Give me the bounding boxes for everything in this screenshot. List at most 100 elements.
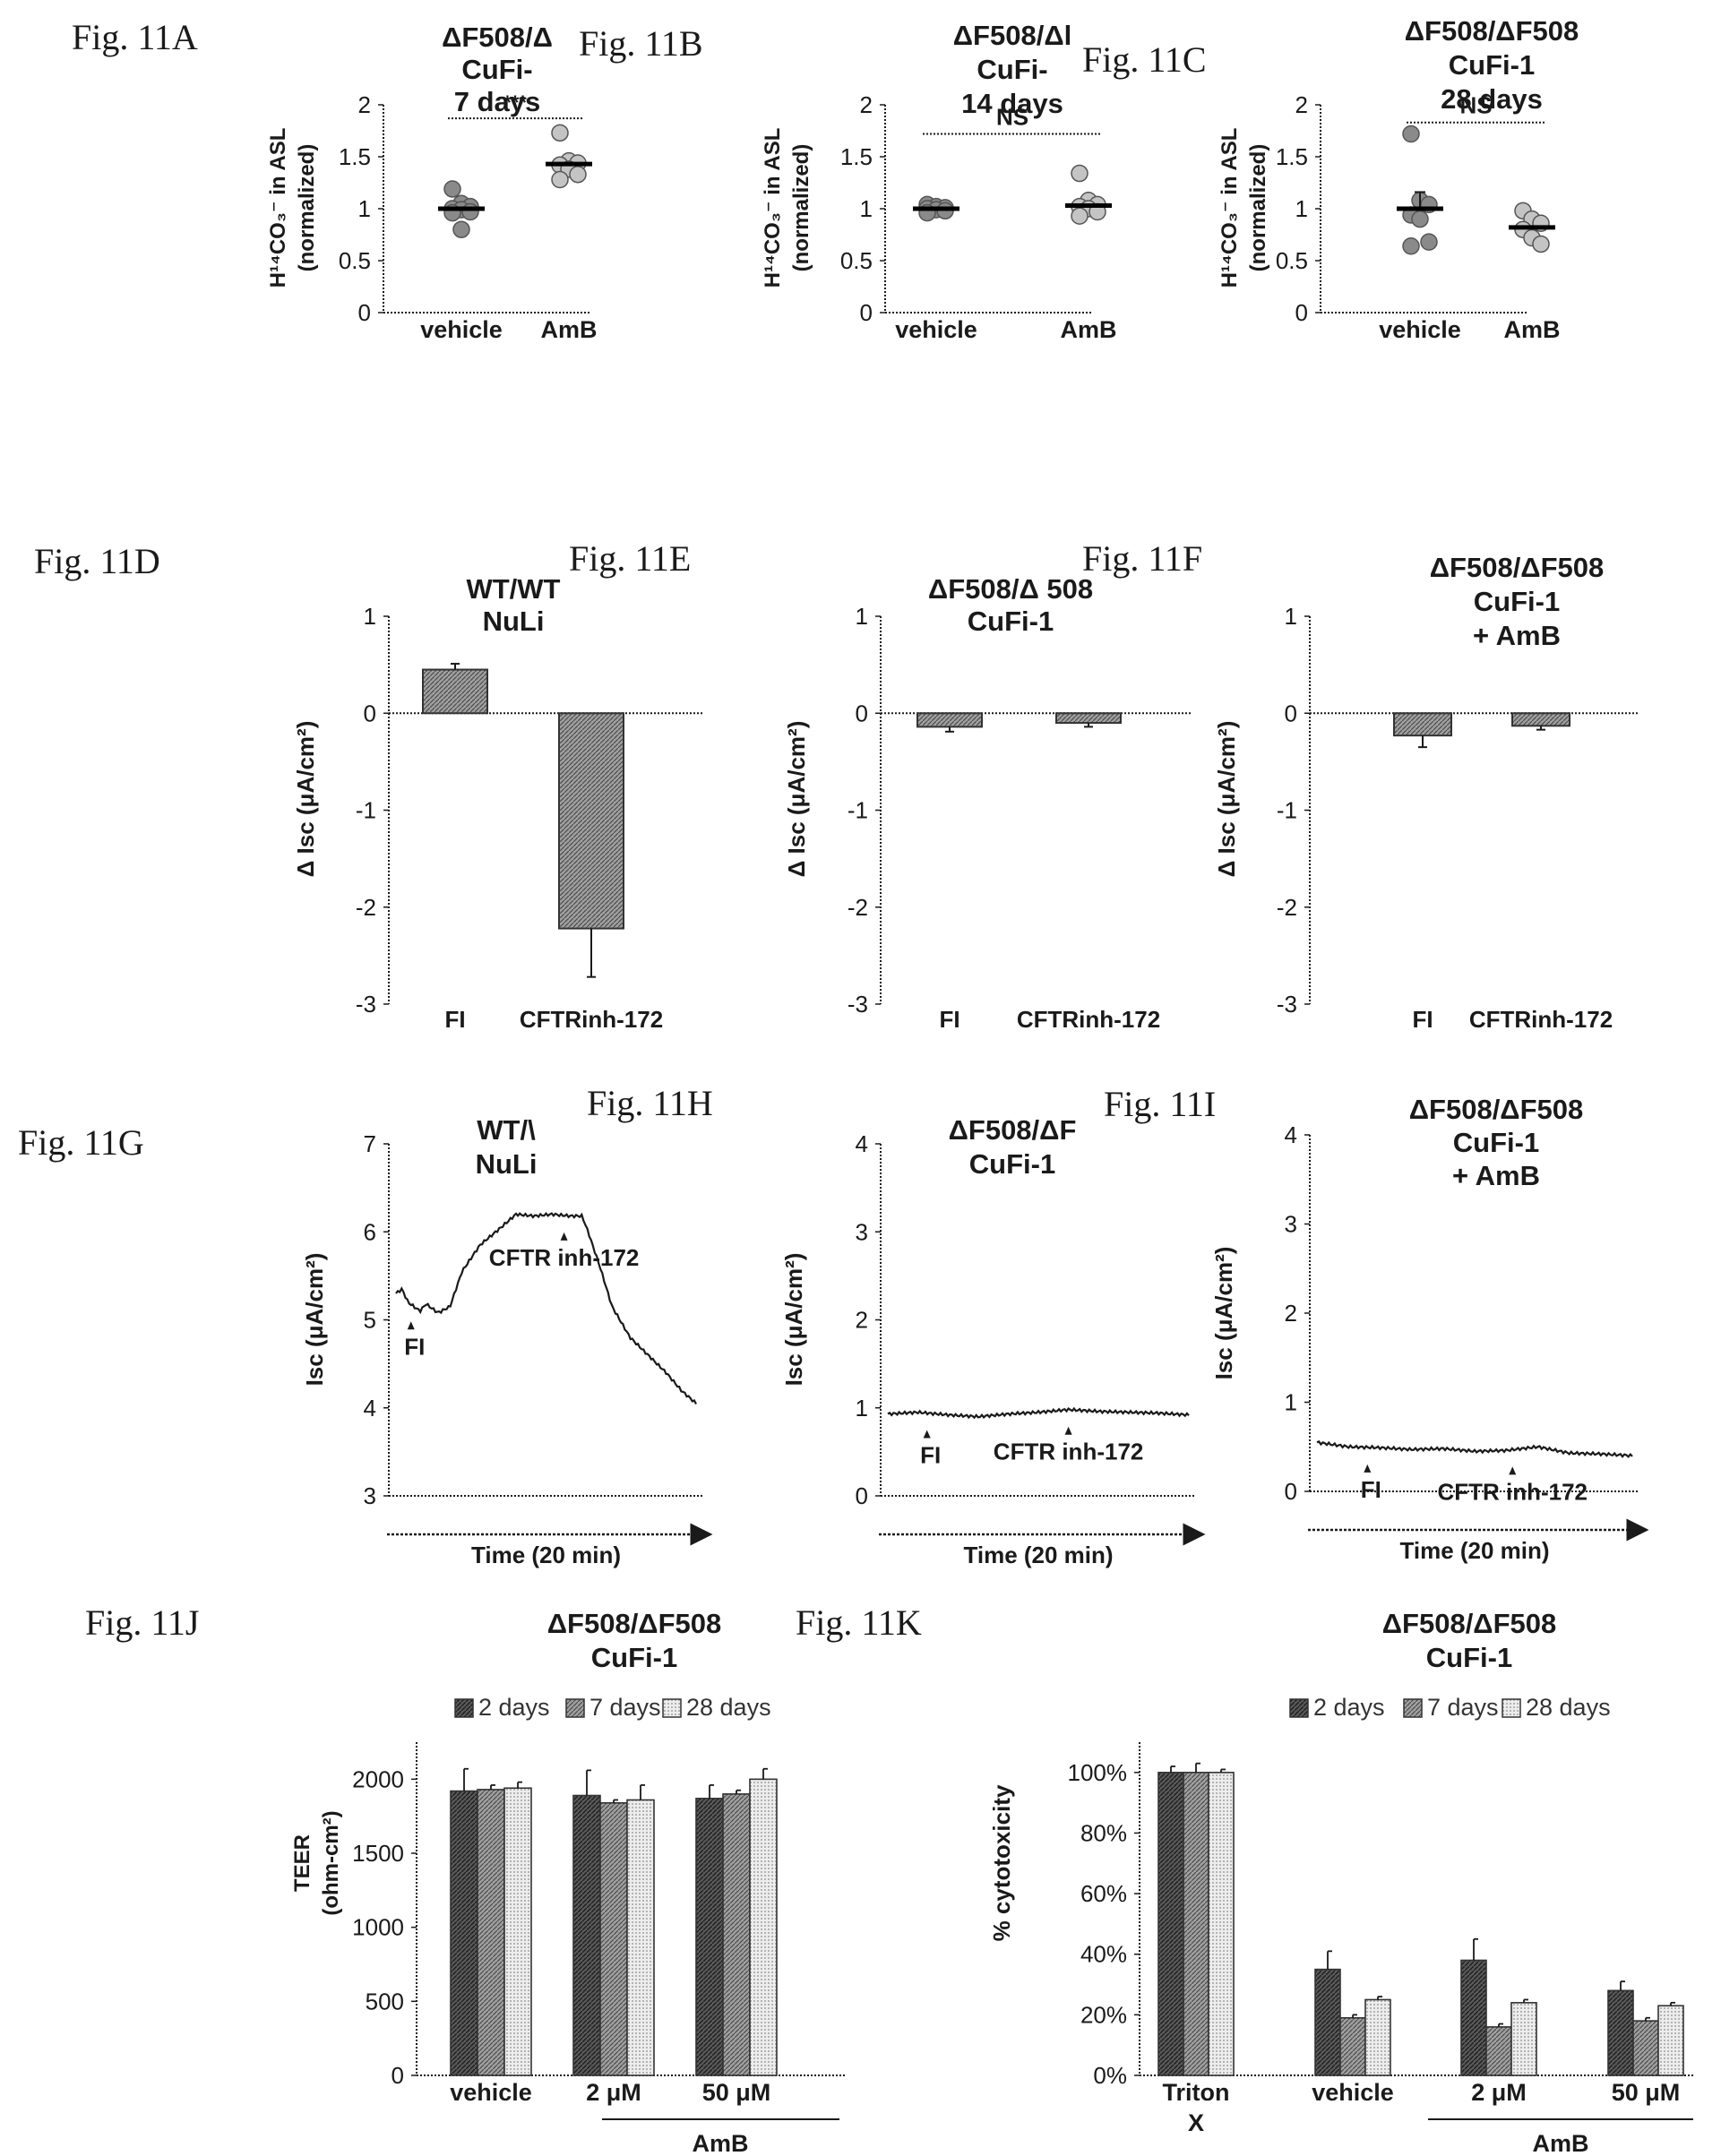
y-tick-label: 0 — [856, 700, 868, 726]
y-tick-label: 4 — [364, 1395, 376, 1422]
bar — [1485, 2026, 1512, 2076]
x-tick-label: FI — [444, 1006, 465, 1033]
data-point — [1411, 210, 1429, 228]
panel-title-line: CuFi-1 — [1453, 1127, 1539, 1158]
panel-title-line: CuFi-1 — [591, 1642, 677, 1673]
bar — [1314, 1968, 1341, 2076]
bar — [1511, 712, 1570, 727]
figure-label: Fig. 11C — [1082, 39, 1207, 80]
x-tick-label: 50 μM — [1612, 2079, 1681, 2106]
legend-swatch — [1403, 1698, 1423, 1718]
x-tick-label: vehicle — [1379, 316, 1461, 343]
y-tick-label: 1 — [856, 603, 868, 630]
y-axis-label: Δ Isc (μA/cm²) — [292, 721, 319, 878]
x-tick-label: AmB — [540, 316, 597, 343]
data-point — [1402, 125, 1420, 143]
y-tick-label: 40% — [1080, 1941, 1127, 1968]
bar — [916, 712, 983, 728]
figure-label: Fig. 11K — [796, 1602, 922, 1643]
panel-title-line: ΔF508/ΔF508 — [1409, 1094, 1584, 1125]
significance-label: *** — [503, 91, 527, 114]
y-tick-label: -2 — [356, 894, 376, 921]
y-tick-label: 60% — [1080, 1880, 1127, 1907]
bar — [1510, 2002, 1537, 2076]
y-axis-label: Δ Isc (μA/cm²) — [1213, 721, 1240, 878]
x-tick-label: FI — [1412, 1006, 1433, 1033]
x-tick-label: FI — [939, 1006, 959, 1033]
data-point — [1071, 164, 1089, 183]
data-point — [551, 124, 569, 142]
y-tick-label: 6 — [364, 1218, 376, 1245]
bar — [1364, 1998, 1391, 2076]
panel-title-line: NuLi — [476, 1148, 538, 1180]
x-tick-label: AmB — [1060, 316, 1116, 343]
panel-title-line: + AmB — [1452, 1160, 1540, 1191]
panel-title-line: CuFi-1 — [969, 1148, 1055, 1180]
legend-label: 28 days — [1526, 1694, 1611, 1721]
y-tick-label: -2 — [848, 894, 868, 921]
y-axis-label: Δ Isc (μA/cm²) — [783, 721, 810, 878]
bar — [450, 1790, 478, 2076]
y-tick-label: 1 — [1285, 603, 1297, 630]
significance-label: NS — [1459, 92, 1492, 119]
bar — [1393, 712, 1452, 737]
data-point — [443, 180, 461, 198]
significance-label: NS — [996, 103, 1028, 130]
event-marker — [560, 1232, 568, 1241]
bar — [599, 1801, 628, 2076]
panel-title-line: CuFi- — [977, 54, 1047, 85]
figure-label: Fig. 11G — [18, 1122, 144, 1163]
data-point — [1420, 233, 1438, 251]
bar — [1460, 1959, 1487, 2076]
x-tick-label: vehicle — [420, 316, 503, 343]
bar — [558, 712, 624, 930]
group-label: AmB — [692, 2130, 748, 2156]
y-axis-label: H¹⁴CO₃⁻ in ASL — [266, 128, 290, 288]
legend-swatch — [454, 1698, 474, 1718]
event-marker — [1064, 1426, 1072, 1435]
y-tick-label: 1 — [358, 195, 371, 222]
y-tick-label: 2 — [358, 91, 371, 118]
y-axis-label: Isc (μA/cm²) — [1210, 1247, 1237, 1380]
legend-swatch — [565, 1698, 585, 1718]
y-tick-label: 0.5 — [1276, 247, 1308, 274]
y-tick-label: 0 — [392, 2062, 404, 2089]
figure-label: Fig. 11B — [579, 23, 703, 64]
x-tick-label: 2 μM — [1471, 2079, 1527, 2106]
bar — [422, 668, 488, 715]
data-point — [551, 170, 569, 189]
bar — [626, 1799, 655, 2076]
x-tick-label: CFTRinh-172 — [520, 1006, 663, 1033]
figure-label: Fig. 11I — [1104, 1084, 1216, 1124]
bar — [503, 1787, 532, 2076]
y-tick-label: 1 — [364, 603, 376, 630]
y-axis-label: H¹⁴CO₃⁻ in ASL — [1218, 128, 1242, 288]
current-trace — [1316, 1440, 1633, 1458]
bar — [1339, 2016, 1366, 2076]
y-tick-label: 0 — [860, 299, 873, 326]
event-marker — [923, 1430, 931, 1439]
bar — [749, 1778, 778, 2076]
data-point — [1402, 237, 1420, 255]
y-tick-label: 80% — [1080, 1819, 1127, 1846]
event-marker — [407, 1321, 415, 1330]
data-point — [1532, 235, 1550, 253]
y-tick-label: 0 — [856, 1482, 868, 1509]
x-axis-label: Time (20 min) — [1399, 1537, 1549, 1564]
current-trace — [395, 1211, 697, 1405]
panel-title-line: ΔF508/ΔF — [949, 1114, 1077, 1146]
legend-label: 2 days — [1313, 1694, 1385, 1721]
bar — [477, 1789, 505, 2076]
data-point — [1071, 207, 1089, 225]
figure-label: Fig. 11H — [587, 1083, 713, 1123]
panel-title-line: ΔF508/Δ 508 — [928, 573, 1093, 605]
y-tick-label: -1 — [848, 797, 868, 824]
y-tick-label: 5 — [364, 1307, 376, 1334]
panel-title-line: ΔF508/ΔF508 — [1405, 15, 1579, 47]
figure-label: Fig. 11A — [72, 17, 198, 57]
